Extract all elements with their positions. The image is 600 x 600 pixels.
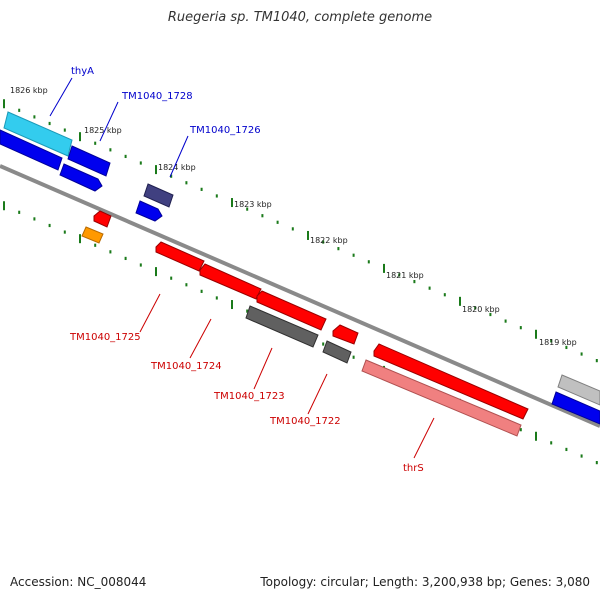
gene-block-orange[interactable]: [81, 226, 104, 244]
forward-leader-lines: [49, 77, 189, 178]
gene-label-TM1040_1728: TM1040_1728: [121, 91, 193, 102]
gene-block-blue[interactable]: [0, 129, 63, 171]
gene-TM1040_1723[interactable]: [245, 305, 319, 348]
tick-row-upper: [3, 99, 598, 363]
gene-block-blue[interactable]: [59, 163, 103, 192]
gene-TM1040_1726[interactable]: [143, 183, 174, 208]
gene-label-TM1040_1723: TM1040_1723: [213, 391, 285, 402]
gene-block-red[interactable]: [332, 324, 359, 345]
gene-TM1040_1724[interactable]: [199, 263, 262, 300]
gene-TM1040_1725[interactable]: [155, 241, 205, 272]
gene-block-red[interactable]: [256, 290, 327, 331]
kbp-label: 1825 kbp: [84, 126, 122, 135]
gene-label-TM1040_1726: TM1040_1726: [189, 125, 261, 136]
gene-thrS[interactable]: [361, 359, 522, 437]
kbp-label: 1822 kbp: [310, 236, 348, 245]
kbp-label: 1820 kbp: [462, 305, 500, 314]
gene-block-red-large[interactable]: [373, 343, 529, 420]
kbp-label: 1821 kbp: [386, 271, 424, 280]
gene-label-thrS: thrS: [403, 463, 424, 474]
gene-block-blue[interactable]: [135, 200, 163, 222]
gene-block-blue[interactable]: [551, 391, 600, 425]
leader-line: [413, 417, 435, 459]
leader-line: [49, 77, 73, 117]
genome-backbone: [0, 164, 600, 428]
leader-line: [99, 101, 119, 142]
leader-line: [253, 347, 273, 390]
gene-TM1040_1722[interactable]: [322, 340, 352, 364]
leader-line: [189, 318, 212, 359]
reverse-leader-lines: [139, 293, 435, 459]
kbp-label: 1819 kbp: [539, 338, 577, 347]
accession-text: Accession: NC_008044: [10, 575, 147, 589]
kbp-label: 1826 kbp: [10, 86, 48, 95]
gene-label-TM1040_1722: TM1040_1722: [269, 416, 341, 427]
genome-summary-text: Topology: circular; Length: 3,200,938 bp…: [260, 575, 590, 589]
gene-block-lightgray[interactable]: [557, 374, 600, 406]
map-title: Ruegeria sp. TM1040, complete genome: [167, 10, 433, 25]
leader-line: [307, 373, 328, 415]
gene-TM1040_1728[interactable]: [67, 145, 111, 177]
gene-label-TM1040_1725: TM1040_1725: [69, 332, 141, 343]
gene-label-thyA: thyA: [71, 66, 94, 77]
gene-blocks: [0, 111, 600, 437]
kbp-label: 1823 kbp: [234, 200, 272, 209]
gene-label-TM1040_1724: TM1040_1724: [150, 361, 222, 372]
gene-thyA[interactable]: [3, 111, 73, 157]
leader-line: [169, 135, 189, 178]
leader-line: [139, 293, 161, 333]
gene-block-red[interactable]: [93, 210, 112, 228]
kbp-label: 1824 kbp: [158, 163, 196, 172]
